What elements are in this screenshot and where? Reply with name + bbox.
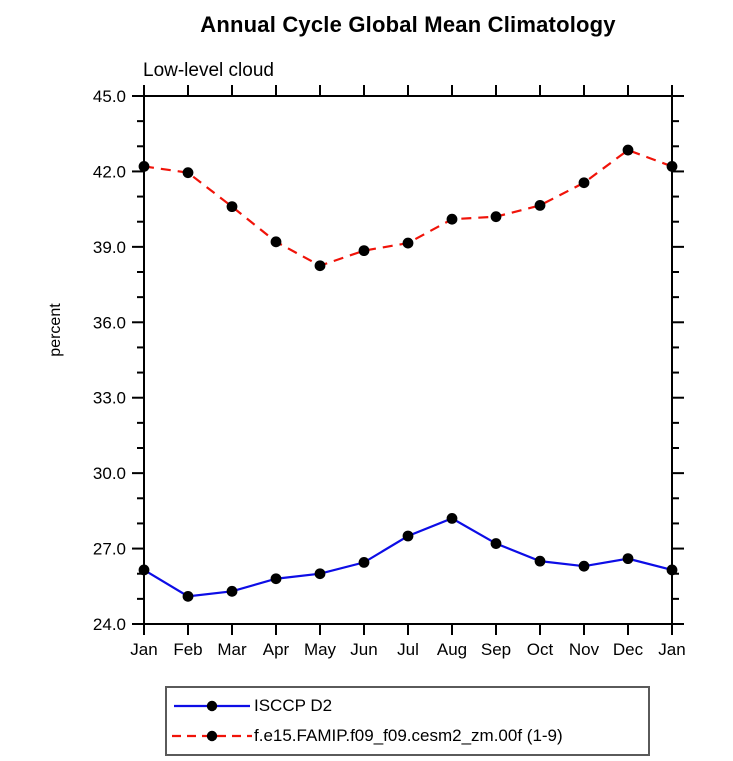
legend-item-model-run: f.e15.FAMIP.f09_f09.cesm2_zm.00f (1-9): [167, 725, 648, 747]
chart-title: Annual Cycle Global Mean Climatology: [200, 12, 616, 37]
series-0-marker: [534, 555, 546, 567]
series-1-marker: [622, 144, 634, 156]
x-tick-label: Jan: [130, 640, 157, 659]
legend-marker-1: [206, 730, 218, 741]
series-0-marker: [270, 573, 282, 585]
x-tick-label: Apr: [263, 640, 290, 659]
series-1-marker: [446, 213, 458, 225]
series-1-marker: [578, 177, 590, 189]
y-tick-label: 33.0: [93, 389, 126, 408]
x-tick-label: Jul: [397, 640, 419, 659]
x-tick-label: Feb: [173, 640, 202, 659]
y-tick-label: 36.0: [93, 313, 126, 332]
series-1-marker: [358, 245, 370, 257]
chart-subtitle: Low-level cloud: [143, 60, 274, 81]
series-1-marker: [182, 167, 194, 179]
series-1-marker: [226, 201, 238, 213]
series-0-marker: [666, 564, 678, 576]
x-tick-label: May: [304, 640, 337, 659]
series-0-marker: [578, 560, 590, 572]
series-0-marker: [402, 530, 414, 542]
legend-item-isccp-d2: ISCCP D2: [167, 695, 648, 717]
series-1-marker: [666, 161, 678, 172]
x-tick-label: Jun: [350, 640, 377, 659]
y-tick-label: 27.0: [93, 540, 126, 559]
series-0-marker: [622, 553, 634, 565]
x-tick-label: Jan: [658, 640, 685, 659]
x-tick-label: Dec: [613, 640, 644, 659]
y-tick-label: 42.0: [93, 162, 126, 181]
x-tick-label: Nov: [569, 640, 600, 659]
x-tick-label: Mar: [217, 640, 247, 659]
series-1-marker: [490, 211, 502, 223]
series-1-marker: [270, 236, 282, 248]
x-tick-label: Aug: [437, 640, 467, 659]
y-tick-label: 39.0: [93, 238, 126, 257]
series-0-marker: [490, 538, 502, 549]
series-0-marker: [138, 564, 150, 576]
series-1-marker: [314, 260, 326, 272]
series-0-marker: [226, 585, 238, 597]
legend: ISCCP D2 f.e15.FAMIP.f09_f09.cesm2_zm.00…: [165, 686, 650, 756]
y-tick-label: 45.0: [93, 87, 126, 106]
series-1-marker: [402, 237, 414, 249]
legend-line-sample-0: [174, 701, 250, 712]
y-tick-label: 30.0: [93, 464, 126, 483]
series-1-marker: [534, 199, 546, 211]
series-line-0: [143, 517, 673, 598]
y-tick-label: 24.0: [93, 615, 126, 634]
legend-label-1: f.e15.FAMIP.f09_f09.cesm2_zm.00f (1-9): [254, 725, 563, 745]
series-0-marker: [314, 568, 326, 580]
x-tick-label: Oct: [527, 640, 554, 659]
legend-label-0: ISCCP D2: [254, 696, 333, 716]
legend-line-sample-1: [172, 730, 252, 741]
legend-marker-0: [206, 701, 218, 712]
series-0-marker: [182, 590, 194, 602]
x-tick-label: Sep: [481, 640, 511, 659]
series-1-marker: [138, 161, 150, 172]
series-0-marker: [358, 557, 370, 568]
series-0-marker: [446, 513, 458, 524]
